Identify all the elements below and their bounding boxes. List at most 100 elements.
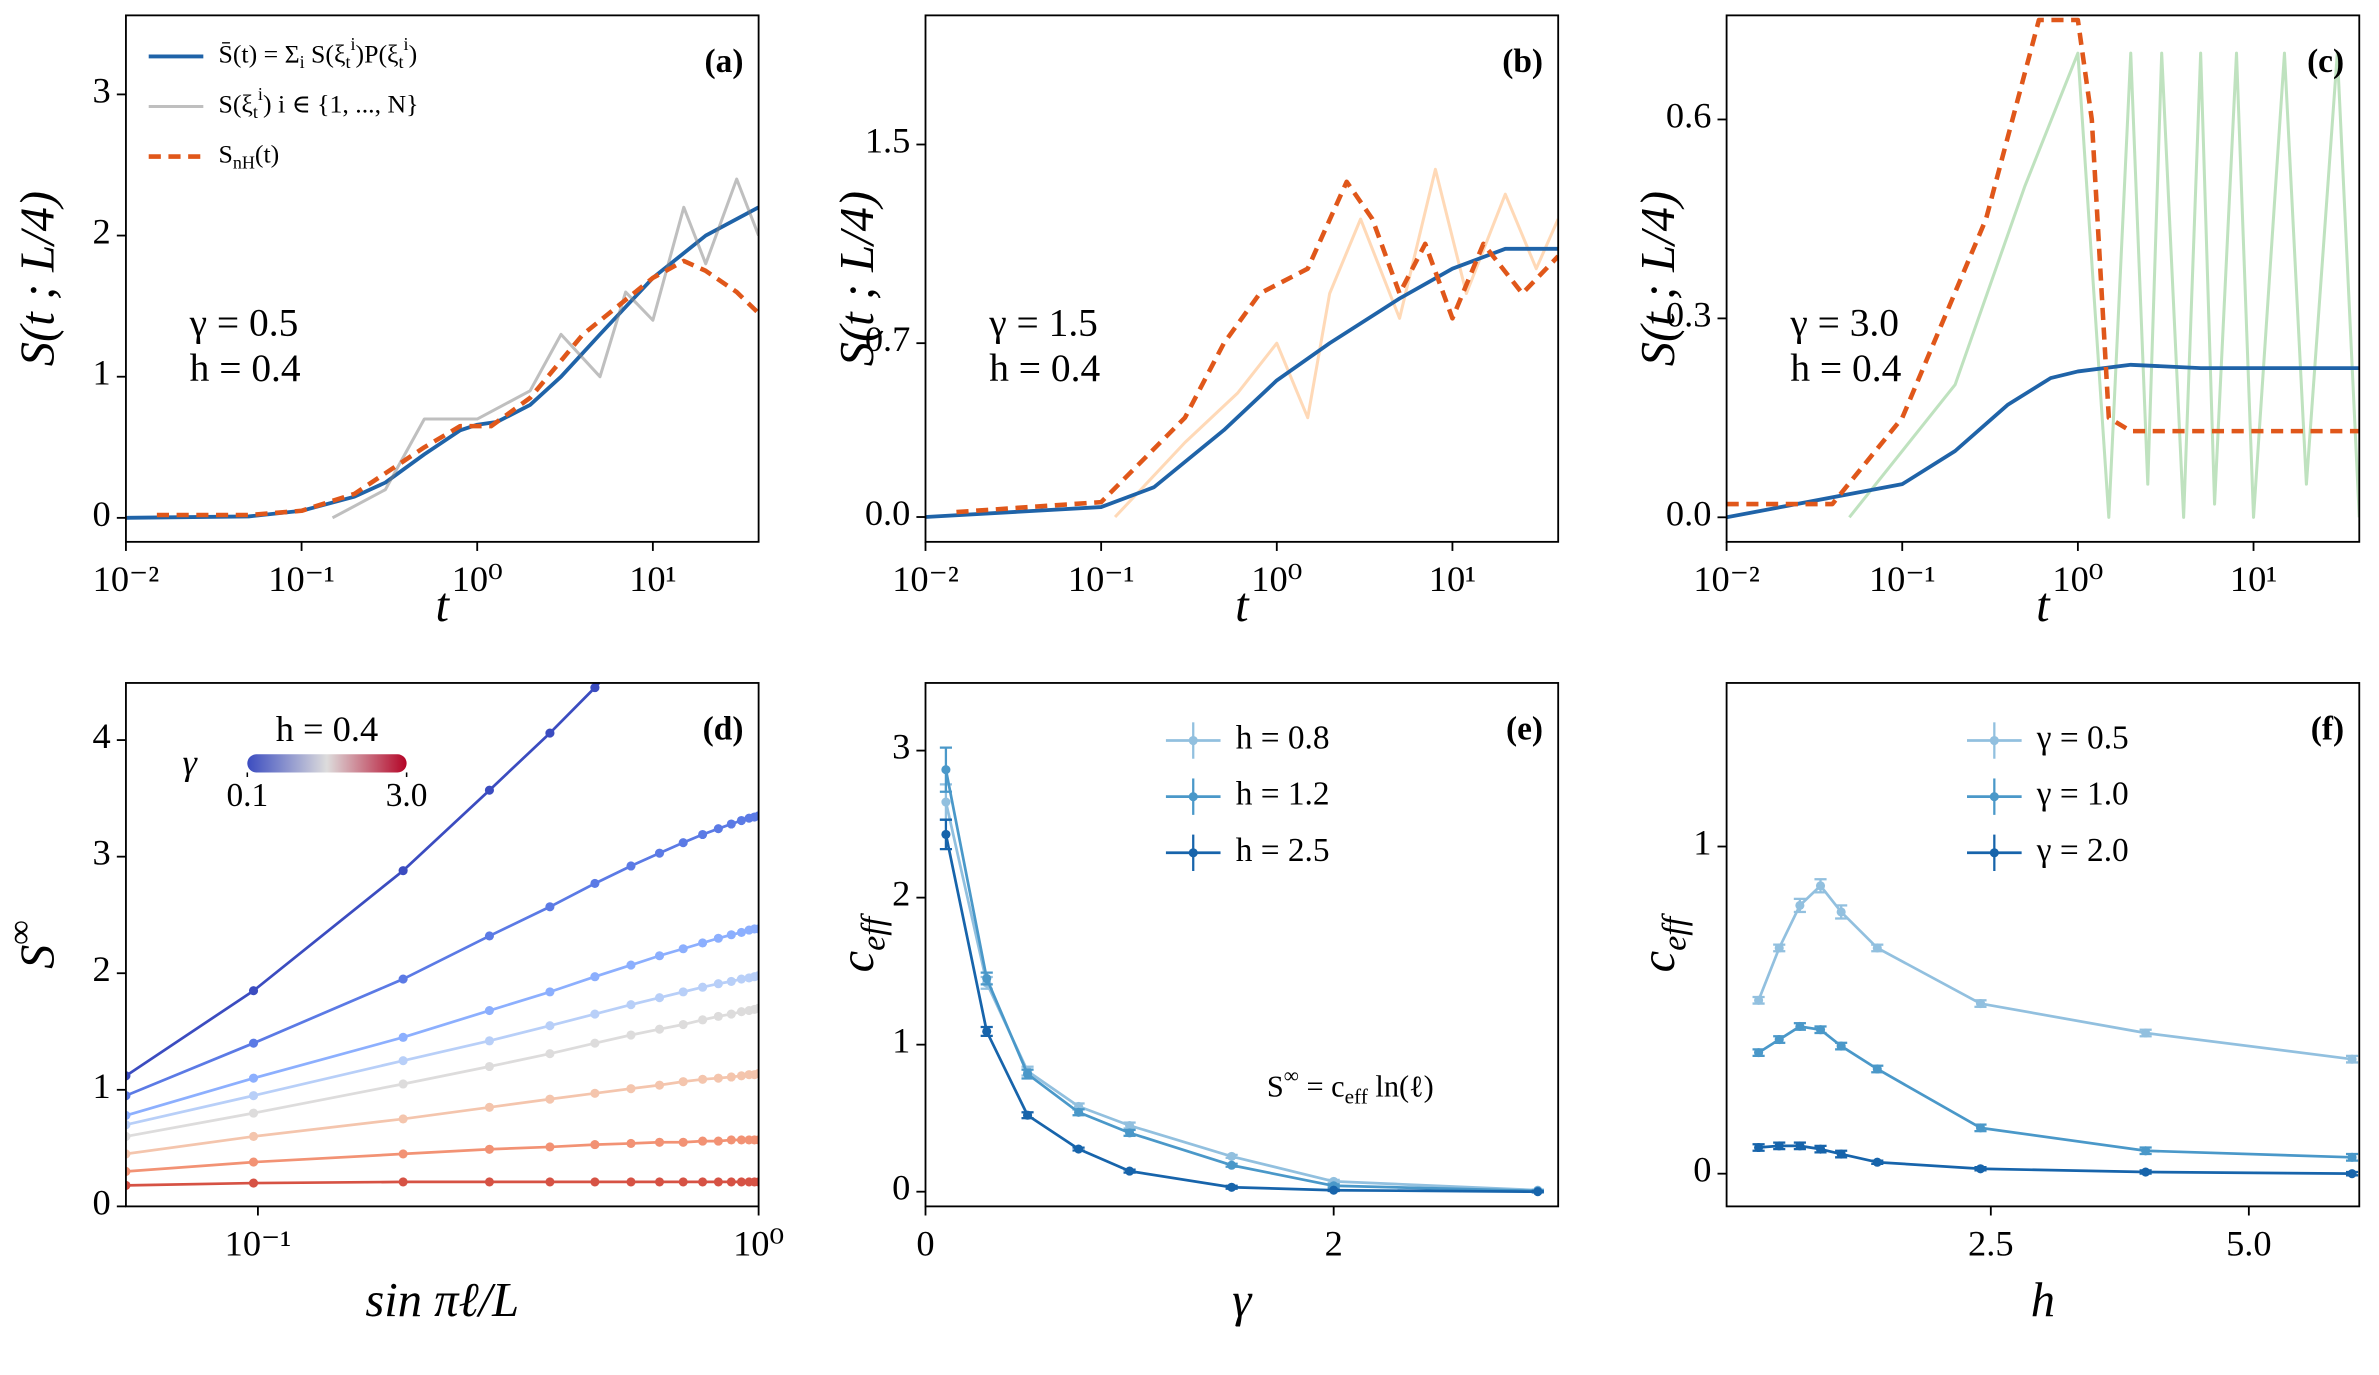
y-tick-label: 2: [892, 874, 910, 914]
series-line: [125, 682, 601, 1077]
marker: [2141, 1167, 2151, 1177]
marker: [1836, 1149, 1846, 1159]
marker: [713, 1073, 723, 1083]
marker: [545, 1049, 555, 1059]
marker: [626, 960, 636, 970]
marker: [678, 838, 688, 848]
marker: [654, 848, 665, 858]
marker: [1227, 1160, 1237, 1170]
marker: [736, 927, 746, 937]
series-line: [1726, 17, 2360, 507]
legend-label: h = 2.5: [1236, 831, 1330, 868]
marker: [248, 1131, 259, 1141]
annotation: h = 0.4: [190, 346, 301, 390]
marker: [698, 938, 708, 948]
x-tick-label: 10⁻²: [93, 559, 160, 599]
marker: [590, 1177, 600, 1187]
marker: [1022, 1069, 1033, 1079]
marker: [1815, 1144, 1826, 1154]
y-axis-label: S(t ; L/4): [1631, 191, 1685, 366]
y-axis-label: S(t ; L/4): [830, 191, 884, 366]
marker: [726, 930, 736, 940]
marker: [713, 933, 723, 943]
marker: [654, 1177, 665, 1187]
x-tick-label: 2.5: [1968, 1224, 2014, 1264]
marker: [545, 1142, 555, 1152]
marker: [398, 1079, 408, 1089]
x-axis-label: t: [1235, 578, 1250, 632]
marker: [545, 728, 555, 738]
marker: [125, 1180, 131, 1190]
marker: [590, 1088, 600, 1098]
marker: [1774, 1034, 1784, 1045]
marker: [726, 1072, 736, 1082]
annotation: γ = 1.5: [988, 300, 1098, 344]
marker: [726, 1177, 736, 1187]
series-line: [944, 834, 1538, 1194]
marker: [1329, 1185, 1339, 1195]
marker: [678, 944, 688, 954]
marker: [125, 1091, 131, 1101]
y-tick-label: 0.0: [1666, 494, 1712, 534]
x-tick-label: 10¹: [629, 559, 676, 599]
marker: [484, 1061, 494, 1072]
marker: [736, 974, 746, 984]
marker: [678, 1019, 688, 1030]
y-tick-label: 2: [93, 212, 111, 252]
x-tick-label: 10⁰: [452, 559, 503, 599]
plot-area: [939, 746, 1544, 1197]
marker: [1975, 1123, 1986, 1133]
y-tick-label: 1: [892, 1021, 910, 1061]
marker: [654, 1080, 665, 1090]
marker: [1227, 1151, 1237, 1161]
marker: [125, 1110, 131, 1121]
marker: [754, 1135, 759, 1145]
marker: [654, 951, 665, 961]
marker: [1074, 1144, 1084, 1154]
marker: [941, 797, 951, 807]
marker: [941, 765, 951, 775]
series-line: [1113, 167, 1559, 519]
panel-label: (c): [2307, 43, 2344, 80]
marker: [248, 1108, 259, 1118]
marker: [1836, 1041, 1846, 1051]
colorbar-title: h = 0.4: [276, 709, 378, 749]
marker: [1774, 943, 1784, 953]
marker: [941, 829, 951, 839]
marker: [1022, 1110, 1033, 1120]
panel-label: (f): [2311, 710, 2344, 747]
marker: [678, 987, 688, 997]
legend-entry: S(ξti) i ∈ {1, ..., N}: [148, 84, 418, 122]
marker: [1074, 1107, 1084, 1117]
colorbar-tick-label: 0.1: [226, 777, 268, 814]
legend-marker: [1989, 792, 1999, 802]
marker: [698, 982, 708, 992]
marker: [736, 1071, 746, 1081]
legend-entry: h = 2.5: [1165, 831, 1330, 872]
marker: [484, 785, 494, 795]
y-tick-label: 3: [93, 71, 111, 111]
x-axis-label: t: [2036, 578, 2051, 632]
marker: [754, 1003, 759, 1013]
marker: [626, 861, 636, 871]
legend-marker: [1188, 848, 1198, 858]
legend-label: γ = 0.5: [2036, 719, 2129, 756]
y-tick-label: 3: [93, 833, 111, 873]
marker: [2347, 1169, 2357, 1179]
marker: [654, 1137, 665, 1147]
x-axis-label: sin πℓ/L: [365, 1273, 519, 1327]
marker: [678, 1177, 688, 1187]
marker: [736, 815, 746, 826]
y-tick-label: 2: [93, 950, 111, 990]
y-tick-label: 1: [93, 1066, 111, 1106]
plot-area: [125, 177, 759, 520]
axes-frame: [125, 14, 760, 543]
legend-marker: [1989, 848, 1999, 858]
marker: [2347, 1152, 2357, 1162]
colorbar-label: γ: [182, 743, 198, 783]
marker: [982, 973, 992, 984]
marker: [398, 1056, 408, 1066]
colorbar-tick-label: 3.0: [386, 777, 428, 814]
legend-label: γ = 1.0: [2036, 775, 2129, 812]
